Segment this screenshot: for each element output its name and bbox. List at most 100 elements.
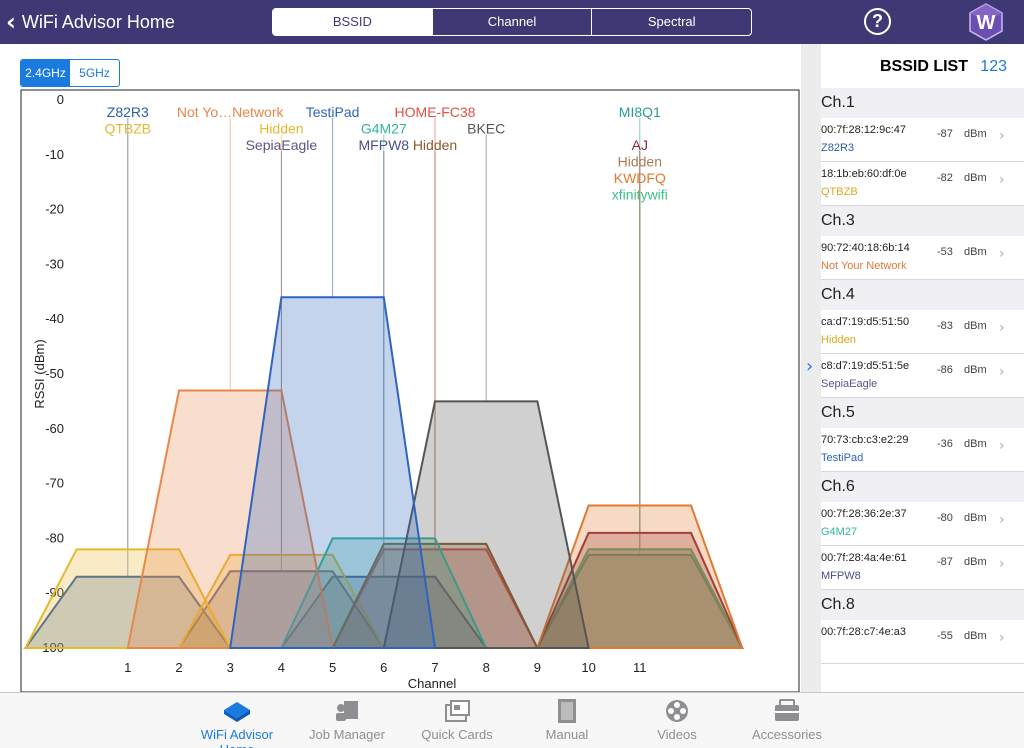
bssid-row[interactable]: 00:7f:28:36:2e:37 G4M27 -80 dBm › [821, 502, 1024, 546]
bottom-tab-bar: WiFi Advisor Home Job Manager Quick Cards M… [0, 692, 1024, 748]
chevron-right-icon[interactable]: › [806, 356, 814, 377]
bssid-signal-shape [535, 504, 744, 649]
bssid-unit: dBm [964, 246, 987, 258]
segment-channel[interactable]: Channel [431, 9, 592, 35]
bssid-label: AJ [632, 137, 648, 153]
y-tick-label: -30 [45, 256, 64, 271]
x-tick-label: 1 [124, 660, 131, 675]
x-tick-label: 6 [380, 660, 387, 675]
bssid-row[interactable]: 00:7f:28:c7:4e:a3 -55 dBm › [821, 620, 1024, 664]
bssid-label: xfinitywifi [612, 187, 668, 203]
y-tick-label: -60 [45, 421, 64, 436]
y-tick-label: -50 [45, 366, 64, 381]
bssid-ssid: Not Your Network [821, 260, 907, 272]
bssid-row[interactable]: ca:d7:19:d5:51:50 Hidden -83 dBm › [821, 310, 1024, 354]
x-tick-label: 8 [483, 660, 490, 675]
y-tick-label: -10 [45, 147, 64, 162]
bssid-row[interactable]: 18:1b:eb:60:df:0e QTBZB -82 dBm › [821, 162, 1024, 206]
bssid-mac: ca:d7:19:d5:51:50 [821, 316, 910, 328]
accessories-icon [732, 698, 842, 724]
bssid-label: G4M27 [361, 121, 407, 137]
bssid-rssi: -87 [937, 556, 953, 568]
bssid-mac: c8:d7:19:d5:51:5e [821, 360, 910, 372]
y-tick-label: -40 [45, 311, 64, 326]
band-2-4ghz-button[interactable]: 2.4GHz [21, 60, 70, 86]
bssid-unit: dBm [964, 128, 987, 140]
tab-job-manager[interactable]: Job Manager [292, 693, 402, 748]
top-nav-bar: ‹ WiFi Advisor Home BSSID Channel Spectr… [0, 0, 1024, 44]
bssid-ssid: Hidden [821, 334, 856, 346]
bssid-rssi: -36 [937, 438, 953, 450]
bssid-label: TestiPad [306, 104, 360, 120]
bssid-list-header: BSSID LIST 123 [821, 44, 1024, 88]
tab-label: Job Manager [309, 727, 385, 742]
bssid-mac: 90:72:40:18:6b:14 [821, 242, 910, 254]
bssid-label: QTBZB [104, 121, 151, 137]
tab-wifi-advisor-home[interactable]: WiFi Advisor Home [182, 693, 292, 748]
tab-accessories[interactable]: Accessories [732, 693, 842, 748]
channel-group-header: Ch.8 [821, 590, 1024, 620]
tab-quick-cards[interactable]: Quick Cards [402, 693, 512, 748]
bssid-rssi: -53 [937, 246, 953, 258]
bssid-label: SepiaEagle [246, 137, 318, 153]
bssid-row[interactable]: 00:7f:28:4a:4e:61 MFPW8 -87 dBm › [821, 546, 1024, 590]
band-5ghz-button[interactable]: 5GHz [79, 66, 110, 80]
bssid-label: Hidden [413, 137, 457, 153]
bssid-row[interactable]: 90:72:40:18:6b:14 Not Your Network -53 dBm › [821, 236, 1024, 280]
segment-spectral[interactable]: Spectral [591, 9, 751, 35]
bssid-label: Z82R3 [107, 104, 149, 120]
chevron-right-icon: › [999, 438, 1005, 454]
bssid-unit: dBm [964, 364, 987, 376]
channel-group-header: Ch.6 [821, 472, 1024, 502]
chevron-right-icon: › [999, 630, 1005, 646]
x-tick-label: 4 [278, 660, 285, 675]
help-button[interactable]: ? [864, 8, 891, 35]
app-logo-icon[interactable]: W [966, 2, 1006, 42]
chevron-right-icon: › [999, 512, 1005, 528]
channel-group-header: Ch.3 [821, 206, 1024, 236]
tab-manual[interactable]: Manual [512, 693, 622, 748]
y-tick-label: -70 [45, 476, 64, 491]
chevron-right-icon: › [999, 320, 1005, 336]
bssid-ssid: G4M27 [821, 526, 858, 538]
bssid-rssi: -80 [937, 512, 953, 524]
y-tick-label: 0 [57, 92, 64, 107]
bssid-row[interactable]: 00:7f:28:12:9c:47 Z82R3 -87 dBm › [821, 118, 1024, 162]
plot-frame [20, 89, 800, 692]
bssid-unit: dBm [964, 630, 987, 642]
tab-videos[interactable]: Videos [622, 693, 732, 748]
back-label: WiFi Advisor Home [21, 11, 175, 32]
bssid-mac: 00:7f:28:4a:4e:61 [821, 552, 907, 564]
x-tick-label: 11 [633, 660, 647, 675]
bssid-row[interactable]: c8:d7:19:d5:51:5e SepiaEagle -86 dBm › [821, 354, 1024, 398]
bssid-label: MFPW8 [359, 137, 410, 153]
x-tick-label: 5 [329, 660, 336, 675]
bssid-ssid: Z82R3 [821, 142, 855, 154]
bssid-unit: dBm [964, 556, 987, 568]
bssid-rssi: -86 [937, 364, 953, 376]
chevron-right-icon: › [999, 246, 1005, 262]
bssid-rssi: -55 [937, 630, 953, 642]
bssid-label: Not Yo…Network [177, 104, 285, 120]
x-tick-label: 10 [581, 660, 595, 675]
film-reel-icon [622, 698, 732, 724]
bssid-label: Hidden [259, 121, 303, 137]
channel-group-header: Ch.1 [821, 88, 1024, 118]
tab-label: Manual [545, 727, 589, 742]
segment-bssid[interactable]: BSSID [273, 9, 432, 35]
view-segmented-control: BSSID Channel Spectral [272, 8, 752, 36]
tab-label: Videos [657, 727, 697, 742]
bssid-mac: 00:7f:28:36:2e:37 [821, 508, 907, 520]
bssid-row[interactable]: 70:73:cb:c3:e2:29 TestiPad -36 dBm › [821, 428, 1024, 472]
back-button[interactable]: ‹ WiFi Advisor Home [6, 8, 175, 36]
bssid-rssi: -82 [937, 172, 953, 184]
y-tick-label: -20 [45, 202, 64, 217]
tab-label: Quick Cards [421, 727, 493, 742]
bssid-mac: 18:1b:eb:60:df:0e [821, 168, 907, 180]
quick-cards-icon [402, 698, 512, 724]
channel-group-header: Ch.4 [821, 280, 1024, 310]
panel-divider [801, 44, 821, 692]
manual-icon [512, 698, 622, 724]
bssid-signal-shape [382, 400, 590, 649]
bssid-rssi: -83 [937, 320, 953, 332]
